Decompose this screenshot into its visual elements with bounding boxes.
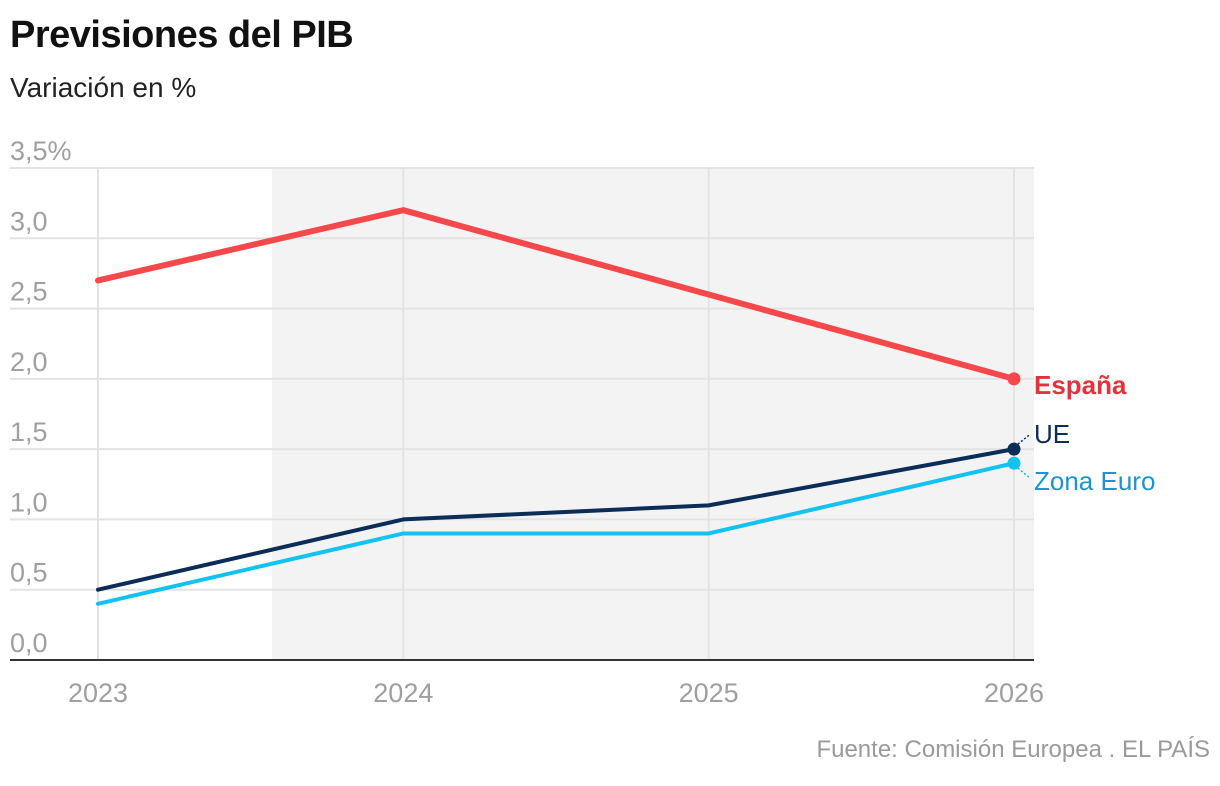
end-point-zona-euro	[1007, 456, 1021, 470]
forecast-shade	[272, 168, 1034, 660]
chart-title: Previsiones del PIB	[10, 14, 354, 56]
end-point-españa	[1007, 372, 1021, 386]
x-tick-label: 2026	[984, 678, 1044, 708]
x-tick-label: 2023	[68, 678, 128, 708]
y-tick-label: 2,0	[10, 347, 48, 377]
series-label-españa: España	[1034, 370, 1127, 400]
chart-subtitle: Variación en %	[10, 72, 197, 103]
x-tick-label: 2025	[679, 678, 739, 708]
x-tick-label: 2024	[373, 678, 433, 708]
series-line-ue	[96, 447, 1016, 592]
y-tick-label: 1,0	[10, 487, 48, 517]
y-tick-label: 3,0	[10, 206, 48, 236]
end-point-ue	[1007, 442, 1021, 456]
series-line-zona-euro	[96, 461, 1016, 606]
series-line-españa	[95, 207, 1017, 382]
series-label-zona-euro: Zona Euro	[1034, 466, 1155, 496]
y-tick-label: 1,5	[10, 417, 48, 447]
y-tick-label: 0,5	[10, 558, 48, 588]
y-tick-label: 2,5	[10, 277, 48, 307]
y-tick-label: 0,0	[10, 628, 48, 658]
y-tick-label: 3,5%	[10, 136, 72, 166]
series-label-ue: UE	[1034, 419, 1070, 449]
source-note: Fuente: Comisión Europea . EL PAÍS	[816, 736, 1210, 763]
